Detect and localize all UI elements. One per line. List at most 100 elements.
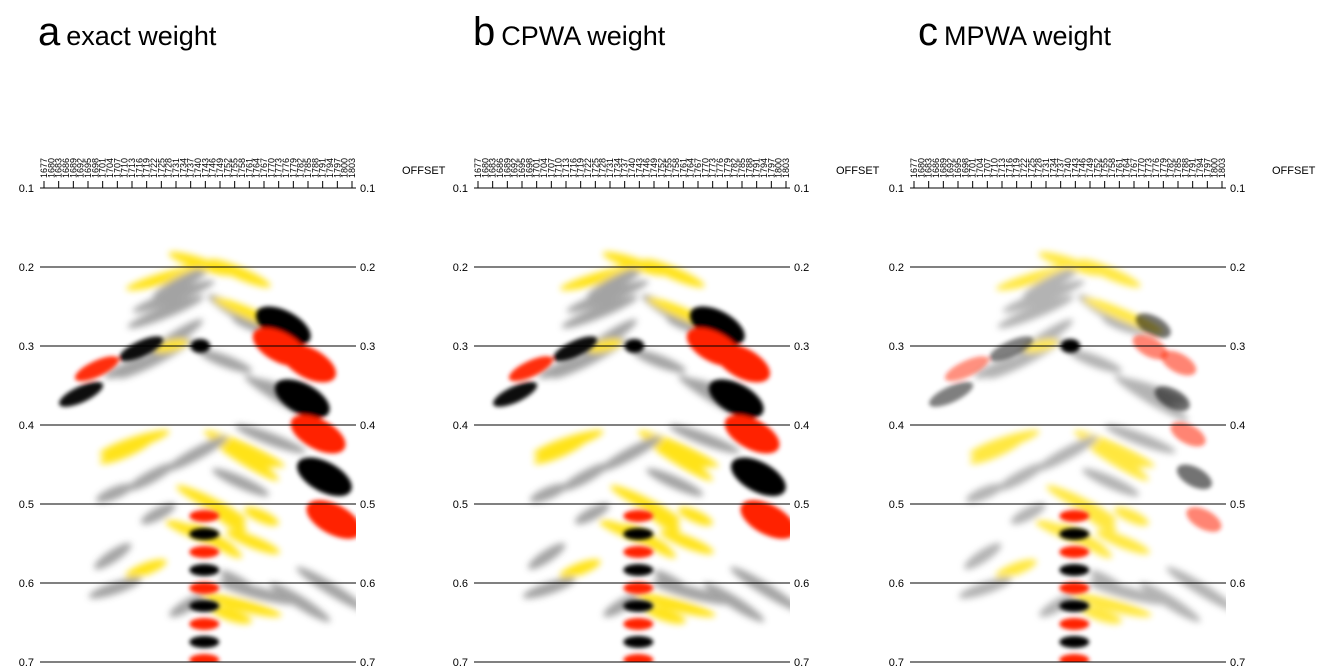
positive-peak xyxy=(740,500,790,539)
weak-negative-blob xyxy=(94,543,132,570)
time-tick-label-right: 0.3 xyxy=(1230,341,1245,353)
weak-positive-blob xyxy=(602,251,667,276)
offset-tick-label: 1722 xyxy=(1019,158,1029,178)
weak-positive-blob xyxy=(213,509,247,532)
weak-negative-blob xyxy=(169,593,207,618)
offset-tick-label: 1698 xyxy=(524,158,534,178)
offset-tick-label: 1728 xyxy=(164,158,174,178)
weak-positive-blob xyxy=(222,444,276,468)
weak-negative-blob xyxy=(235,424,306,454)
positive-peak xyxy=(1170,421,1206,447)
panel-b-letter: b xyxy=(473,10,496,54)
time-tick-label-right: 0.7 xyxy=(1230,657,1245,667)
offset-tick-label: 1773 xyxy=(1144,158,1154,178)
offset-tick-label: 1689 xyxy=(68,158,78,178)
offset-tick-label: 1791 xyxy=(318,158,328,178)
positive-peak xyxy=(623,510,654,522)
offset-tick-label: 1719 xyxy=(142,158,152,178)
time-tick-label-left: 0.7 xyxy=(453,657,468,667)
offset-tick-label: 1692 xyxy=(76,158,86,178)
weak-positive-blob xyxy=(1038,251,1103,276)
weak-negative-blob xyxy=(997,295,1074,329)
amplitude-field xyxy=(59,251,356,662)
negative-trough xyxy=(623,528,654,540)
negative-trough xyxy=(623,636,654,648)
time-tick-label-left: 0.1 xyxy=(453,183,468,195)
negative-trough xyxy=(623,564,654,576)
weak-positive-blob xyxy=(660,529,714,555)
offset-tick-label: 1800 xyxy=(1210,158,1220,178)
weak-negative-blob xyxy=(965,483,1004,503)
time-tick-label-left: 0.4 xyxy=(19,420,34,432)
offset-tick-label: 1767 xyxy=(1129,158,1139,178)
offset-tick-label: 1716 xyxy=(568,158,578,178)
weak-negative-blob xyxy=(1089,570,1130,598)
panel-a-title: a exact weight xyxy=(38,12,216,56)
offset-tick-label: 1713 xyxy=(997,158,1007,178)
time-tick-label-right: 0.6 xyxy=(1230,578,1245,590)
weak-negative-blob xyxy=(566,280,649,313)
offset-tick-label: 1695 xyxy=(83,158,93,178)
weak-negative-blob xyxy=(1002,280,1085,313)
negative-trough xyxy=(1176,464,1212,490)
negative-trough xyxy=(274,379,330,418)
positive-peak xyxy=(189,618,220,630)
offset-tick-label: 1740 xyxy=(627,158,637,178)
weak-negative-blob xyxy=(599,436,662,472)
offset-tick-label: 1683 xyxy=(924,158,934,178)
time-tick-label-right: 0.1 xyxy=(1230,183,1245,195)
time-tick-label-left: 0.6 xyxy=(19,578,34,590)
negative-trough xyxy=(1135,313,1171,339)
weak-positive-blob xyxy=(644,606,686,624)
negative-trough xyxy=(730,457,786,497)
weak-negative-blob xyxy=(574,503,610,525)
offset-axis-label: OFFSET xyxy=(836,165,880,177)
offset-tick-label: 1704 xyxy=(975,158,985,178)
offset-tick-label: 1776 xyxy=(1151,158,1161,178)
offset-tick-label: 1692 xyxy=(946,158,956,178)
time-tick-label-left: 0.6 xyxy=(889,578,904,590)
offset-tick-label: 1722 xyxy=(149,158,159,178)
offset-tick-label: 1719 xyxy=(576,158,586,178)
offset-tick-label: 1779 xyxy=(722,158,732,178)
weak-negative-blob xyxy=(561,295,638,329)
offset-tick-label: 1695 xyxy=(953,158,963,178)
negative-trough xyxy=(189,636,220,648)
weak-negative-blob xyxy=(140,503,176,525)
weak-negative-blob xyxy=(127,462,175,491)
weak-positive-blob xyxy=(244,506,279,526)
time-tick-label-left: 0.2 xyxy=(889,262,904,274)
weak-negative-blob xyxy=(669,424,740,454)
weak-negative-blob xyxy=(974,355,1025,379)
time-tick-label-right: 0.1 xyxy=(360,183,375,195)
weak-negative-blob xyxy=(538,355,589,379)
weak-positive-blob xyxy=(996,264,1081,291)
offset-tick-label: 1737 xyxy=(186,158,196,178)
time-tick-label-right: 0.5 xyxy=(1230,499,1245,511)
offset-tick-label: 1716 xyxy=(134,158,144,178)
weak-positive-blob xyxy=(201,593,282,617)
weak-negative-blob xyxy=(958,577,1012,599)
offset-tick-label: 1725 xyxy=(590,158,600,178)
offset-tick-label: 1767 xyxy=(259,158,269,178)
offset-tick-label: 1779 xyxy=(288,158,298,178)
weak-negative-blob xyxy=(132,280,215,313)
weak-positive-blob xyxy=(533,430,604,456)
positive-peak xyxy=(189,546,220,558)
offset-tick-label: 1695 xyxy=(517,158,527,178)
weak-negative-blob xyxy=(1039,593,1077,618)
positive-peak xyxy=(1059,654,1090,662)
offset-tick-label: 1800 xyxy=(774,158,784,178)
offset-tick-label: 1746 xyxy=(1078,158,1088,178)
positive-peak xyxy=(1059,546,1090,558)
offset-tick-label: 1740 xyxy=(193,158,203,178)
offset-tick-label: 1761 xyxy=(244,158,254,178)
offset-tick-label: 1680 xyxy=(46,158,56,178)
panel-b-name: CPWA weight xyxy=(501,21,666,51)
time-tick-label-right: 0.7 xyxy=(794,657,809,667)
negative-trough xyxy=(1059,636,1090,648)
offset-tick-label: 1704 xyxy=(539,158,549,178)
weak-negative-blob xyxy=(522,577,576,599)
offset-tick-label: 1752 xyxy=(1092,158,1102,178)
